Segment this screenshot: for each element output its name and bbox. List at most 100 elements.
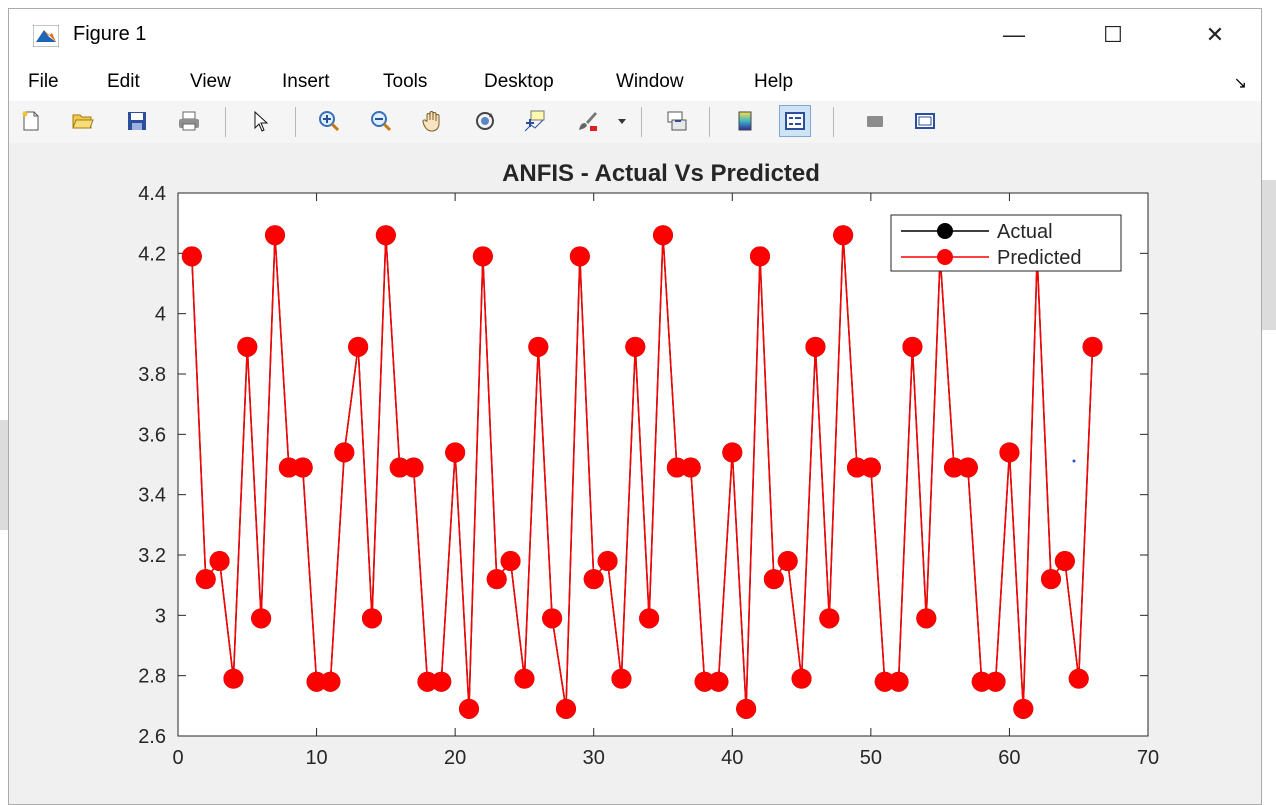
zoom-out-icon[interactable]	[365, 105, 397, 137]
data-point-predicted	[1068, 668, 1089, 689]
hide-plot-tools-icon[interactable]	[859, 105, 891, 137]
data-point-predicted	[639, 608, 660, 629]
data-cursor-icon[interactable]	[519, 105, 551, 137]
link-plot-icon[interactable]	[661, 105, 693, 137]
menu-help[interactable]: Help	[754, 71, 794, 92]
series-line-predicted	[191, 235, 1094, 709]
data-point-predicted	[195, 569, 216, 590]
data-point-predicted	[653, 225, 673, 246]
data-point-predicted	[625, 336, 646, 357]
figure-toolbar	[9, 101, 1261, 144]
data-point-predicted	[237, 336, 258, 357]
data-point-predicted	[860, 457, 881, 478]
y-tick-label: 2.8	[138, 666, 166, 688]
insert-legend-icon[interactable]	[779, 105, 811, 137]
data-point-predicted	[1082, 336, 1103, 357]
data-point-predicted	[708, 671, 729, 692]
rotate-3d-icon[interactable]	[469, 105, 501, 137]
minimize-button[interactable]: —	[984, 17, 1044, 53]
x-tick-label: 10	[305, 747, 327, 769]
figure-canvas: ANFIS - Actual Vs Predicted 0 10 20 30 40 50 6…	[9, 143, 1261, 804]
data-point-predicted	[542, 608, 563, 629]
data-point-predicted	[666, 457, 687, 478]
stray-point-marker	[1072, 459, 1076, 463]
legend[interactable]: Actual Predicted	[890, 214, 1122, 272]
data-point-predicted	[459, 698, 479, 719]
pointer-icon[interactable]	[245, 105, 277, 137]
data-point-predicted	[736, 698, 757, 719]
data-point-predicted	[777, 551, 798, 572]
data-point-predicted	[583, 569, 604, 590]
maximize-button[interactable]: ☐	[1083, 17, 1143, 53]
data-point-predicted	[805, 336, 826, 357]
data-point-predicted	[209, 551, 230, 572]
window-title-text: Figure 1	[73, 23, 147, 45]
menu-dock-arrow-icon[interactable]: ↘	[1233, 75, 1247, 92]
data-point-predicted	[500, 551, 521, 572]
title-bar[interactable]: Figure 1 — ☐ ✕	[9, 9, 1261, 61]
data-point-predicted	[819, 608, 840, 629]
x-tick-label: 50	[860, 747, 882, 769]
data-point-predicted	[874, 671, 895, 692]
menu-bar: File Edit View Insert Tools Desktop Wind…	[9, 61, 1261, 102]
menu-desktop[interactable]: Desktop	[484, 71, 554, 92]
pan-hand-icon[interactable]	[417, 105, 449, 137]
insert-colorbar-icon[interactable]	[729, 105, 761, 137]
data-point-predicted	[750, 246, 770, 267]
menu-edit[interactable]: Edit	[107, 71, 140, 92]
legend-predicted-marker	[937, 249, 953, 265]
menu-file[interactable]: File	[28, 71, 59, 92]
menu-window[interactable]: Window	[616, 71, 684, 92]
close-button[interactable]: ✕	[1185, 17, 1245, 53]
menu-insert[interactable]: Insert	[282, 71, 330, 92]
brush-icon[interactable]	[571, 105, 603, 137]
data-point-predicted	[957, 457, 978, 478]
new-figure-icon[interactable]	[15, 105, 47, 137]
legend-predicted-label: Predicted	[997, 247, 1082, 269]
legend-box	[890, 214, 1122, 272]
toolbar-separator	[225, 107, 226, 137]
y-tick-label: 4.4	[138, 183, 166, 205]
data-point-predicted	[971, 671, 992, 692]
save-icon[interactable]	[121, 105, 153, 137]
data-point-predicted	[888, 671, 909, 692]
data-point-predicted	[528, 336, 549, 357]
minimize-icon: —	[1003, 22, 1025, 47]
menu-view[interactable]: View	[190, 71, 231, 92]
data-point-predicted	[472, 246, 493, 267]
data-point-predicted	[375, 225, 396, 246]
data-point-predicted	[763, 569, 784, 590]
y-tick-label: 3.4	[138, 485, 166, 507]
y-tick-label: 3.6	[138, 424, 166, 446]
menu-tools[interactable]: Tools	[383, 71, 428, 92]
data-point-predicted	[791, 668, 812, 689]
data-point-predicted	[403, 457, 424, 478]
maximize-icon: ☐	[1103, 22, 1123, 47]
data-point-predicted	[389, 457, 410, 478]
toolbar-separator	[833, 107, 834, 137]
data-point-predicted	[514, 668, 535, 689]
x-tick-label: 20	[444, 747, 466, 769]
close-icon: ✕	[1205, 22, 1225, 47]
y-tick-label: 3.2	[138, 545, 166, 567]
brush-dropdown-icon[interactable]	[613, 105, 631, 137]
data-point-predicted	[362, 608, 382, 629]
data-point-predicted	[611, 668, 632, 689]
data-point-predicted	[278, 457, 299, 478]
data-point-predicted	[292, 457, 313, 478]
data-point-predicted	[694, 671, 715, 692]
toolbar-separator	[641, 107, 642, 137]
y-tick-label: 4	[155, 304, 166, 326]
print-icon[interactable]	[173, 105, 205, 137]
open-file-icon[interactable]	[67, 105, 99, 137]
zoom-in-icon[interactable]	[313, 105, 345, 137]
data-point-predicted	[847, 457, 867, 478]
x-tick-label: 0	[172, 747, 183, 769]
data-point-predicted	[486, 569, 507, 590]
show-plot-tools-icon[interactable]	[909, 105, 941, 137]
data-point-predicted	[1013, 698, 1034, 719]
data-point-predicted	[556, 698, 576, 719]
data-point-predicted	[833, 225, 854, 246]
data-point-predicted	[320, 671, 341, 692]
toolbar-separator	[295, 107, 296, 137]
